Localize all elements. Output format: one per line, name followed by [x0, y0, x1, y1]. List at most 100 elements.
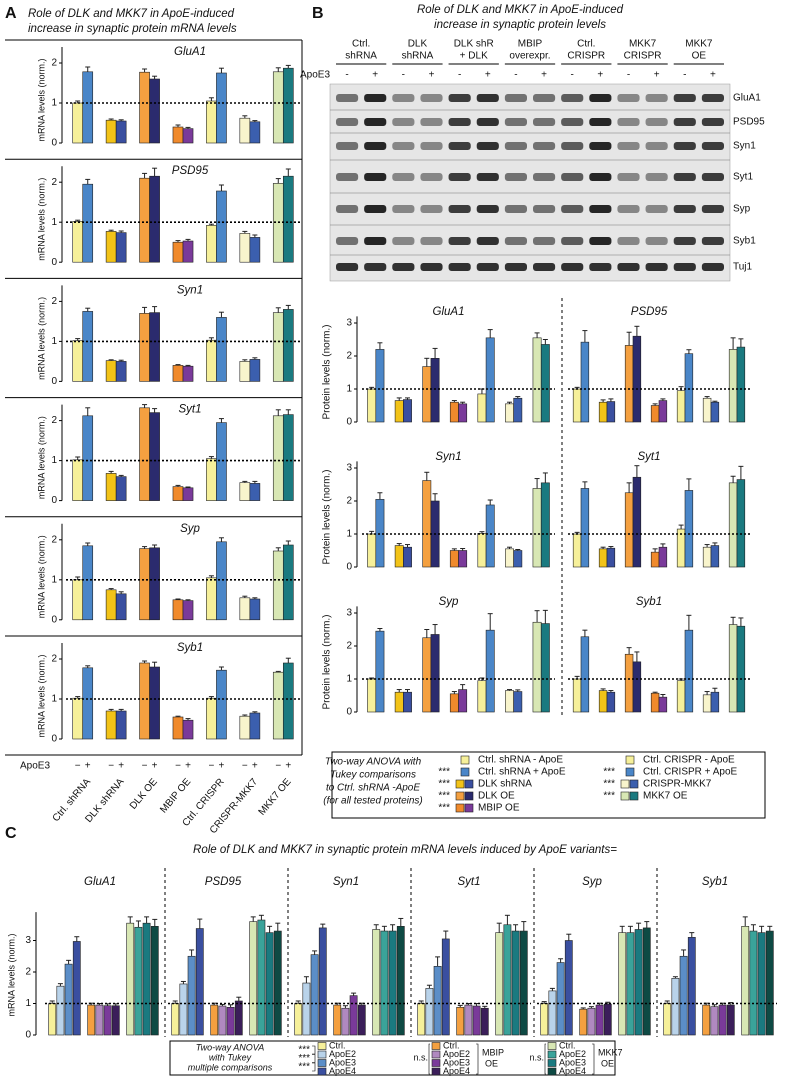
- legend-stars: ***: [603, 791, 615, 802]
- bar: [580, 341, 590, 423]
- bar: [595, 1004, 604, 1036]
- y-tick-label: 1: [51, 455, 57, 466]
- bar: [134, 926, 143, 1036]
- y-tick-label: 0: [25, 1030, 31, 1041]
- lane-group: Ctrl.: [577, 39, 595, 50]
- legend-label: ApoE4: [443, 1066, 470, 1076]
- bar: [449, 550, 459, 568]
- bar: [403, 691, 412, 713]
- bar: [403, 546, 412, 568]
- panel-title: Role of DLK and MKK7 in synaptic protein…: [193, 844, 617, 856]
- legend-swatch: [547, 1042, 557, 1050]
- bar: [172, 599, 184, 621]
- legend-box: [169, 1040, 616, 1076]
- bar: [357, 1004, 366, 1036]
- bar: [149, 78, 160, 144]
- legend-label: ApoE3: [559, 1057, 586, 1067]
- blot-band: [533, 205, 556, 213]
- blot-band: [617, 237, 640, 245]
- blot-band: [392, 142, 415, 150]
- bar: [72, 579, 84, 621]
- bar: [294, 1003, 303, 1036]
- bar: [624, 653, 634, 713]
- bar: [472, 1005, 481, 1036]
- legend-stars: ***: [603, 779, 615, 790]
- bar: [210, 1004, 219, 1036]
- bar: [650, 405, 660, 423]
- blot-band: [392, 173, 415, 181]
- legend-note: multiple comparisons: [188, 1062, 273, 1072]
- blot-band: [448, 173, 471, 181]
- bar: [464, 1004, 473, 1036]
- bar: [72, 941, 81, 1036]
- blot-band: [448, 118, 471, 126]
- bar: [172, 365, 184, 382]
- sign: +: [597, 70, 603, 81]
- bar: [115, 120, 127, 144]
- legend-swatch: [464, 791, 474, 801]
- bar: [679, 955, 688, 1036]
- bar: [495, 932, 504, 1036]
- bar: [367, 533, 377, 568]
- bracket: [592, 1043, 595, 1075]
- bar: [272, 671, 284, 740]
- blot-band: [476, 94, 499, 102]
- bracket: [312, 1062, 316, 1072]
- bar: [150, 926, 159, 1036]
- bracket: [428, 1043, 430, 1075]
- sign: +: [429, 70, 435, 81]
- chart-title: Syp: [180, 523, 200, 535]
- bar: [142, 922, 151, 1036]
- blot-band: [589, 118, 612, 126]
- y-tick-label: 1: [346, 529, 352, 540]
- bar: [606, 547, 616, 568]
- y-tick-label: 3: [25, 935, 31, 946]
- chart-title: PSD95: [172, 165, 209, 177]
- y-tick-label: 2: [346, 351, 352, 362]
- bar: [239, 117, 251, 144]
- legend-label: ApoE2: [559, 1049, 586, 1059]
- legend-stars: ***: [438, 779, 450, 790]
- legend-swatch: [317, 1059, 327, 1067]
- bar: [540, 344, 550, 423]
- bar: [249, 359, 261, 382]
- blot-band: [701, 118, 724, 126]
- bar: [632, 661, 642, 713]
- legend-note: Tukey comparisons: [330, 770, 416, 781]
- bar: [702, 694, 712, 713]
- chart-title: Syn1: [177, 284, 203, 296]
- legend-label: Ctrl.: [329, 1040, 346, 1050]
- lane-group: DLK: [408, 39, 428, 50]
- bar: [449, 401, 459, 423]
- blot-band: [589, 173, 612, 181]
- sign: -: [458, 70, 461, 81]
- blot-band: [617, 118, 640, 126]
- bar: [375, 499, 385, 568]
- blot-band: [504, 94, 527, 102]
- bar: [372, 929, 381, 1036]
- legend-label: ApoE3: [329, 1057, 356, 1067]
- bar: [710, 691, 720, 713]
- bar: [394, 545, 404, 568]
- bar: [485, 629, 495, 713]
- bar: [403, 399, 412, 423]
- legend-stars: ***: [298, 1053, 310, 1064]
- bar: [249, 237, 261, 263]
- bar: [72, 102, 84, 144]
- blot-band: [392, 118, 415, 126]
- blot-band: [645, 118, 668, 126]
- bar: [634, 929, 643, 1036]
- sign: -: [571, 70, 574, 81]
- blot-band: [476, 205, 499, 213]
- bar: [540, 1003, 549, 1036]
- blot-band: [336, 205, 359, 213]
- blot-band: [420, 118, 443, 126]
- bar: [82, 545, 94, 621]
- bar: [658, 696, 668, 713]
- bar: [417, 1003, 426, 1036]
- legend-swatch: [629, 779, 639, 789]
- bar: [485, 337, 495, 423]
- bar: [367, 678, 377, 713]
- bar: [349, 995, 358, 1036]
